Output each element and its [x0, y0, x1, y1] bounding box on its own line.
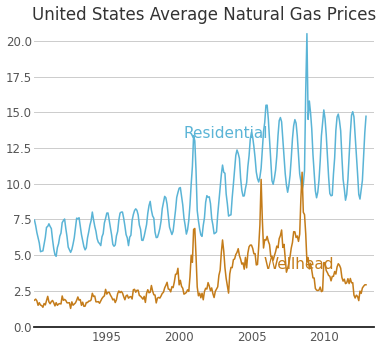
Title: United States Average Natural Gas Prices: United States Average Natural Gas Prices [32, 6, 377, 23]
Text: Residential: Residential [184, 126, 268, 141]
Text: Wellhead: Wellhead [263, 257, 334, 272]
